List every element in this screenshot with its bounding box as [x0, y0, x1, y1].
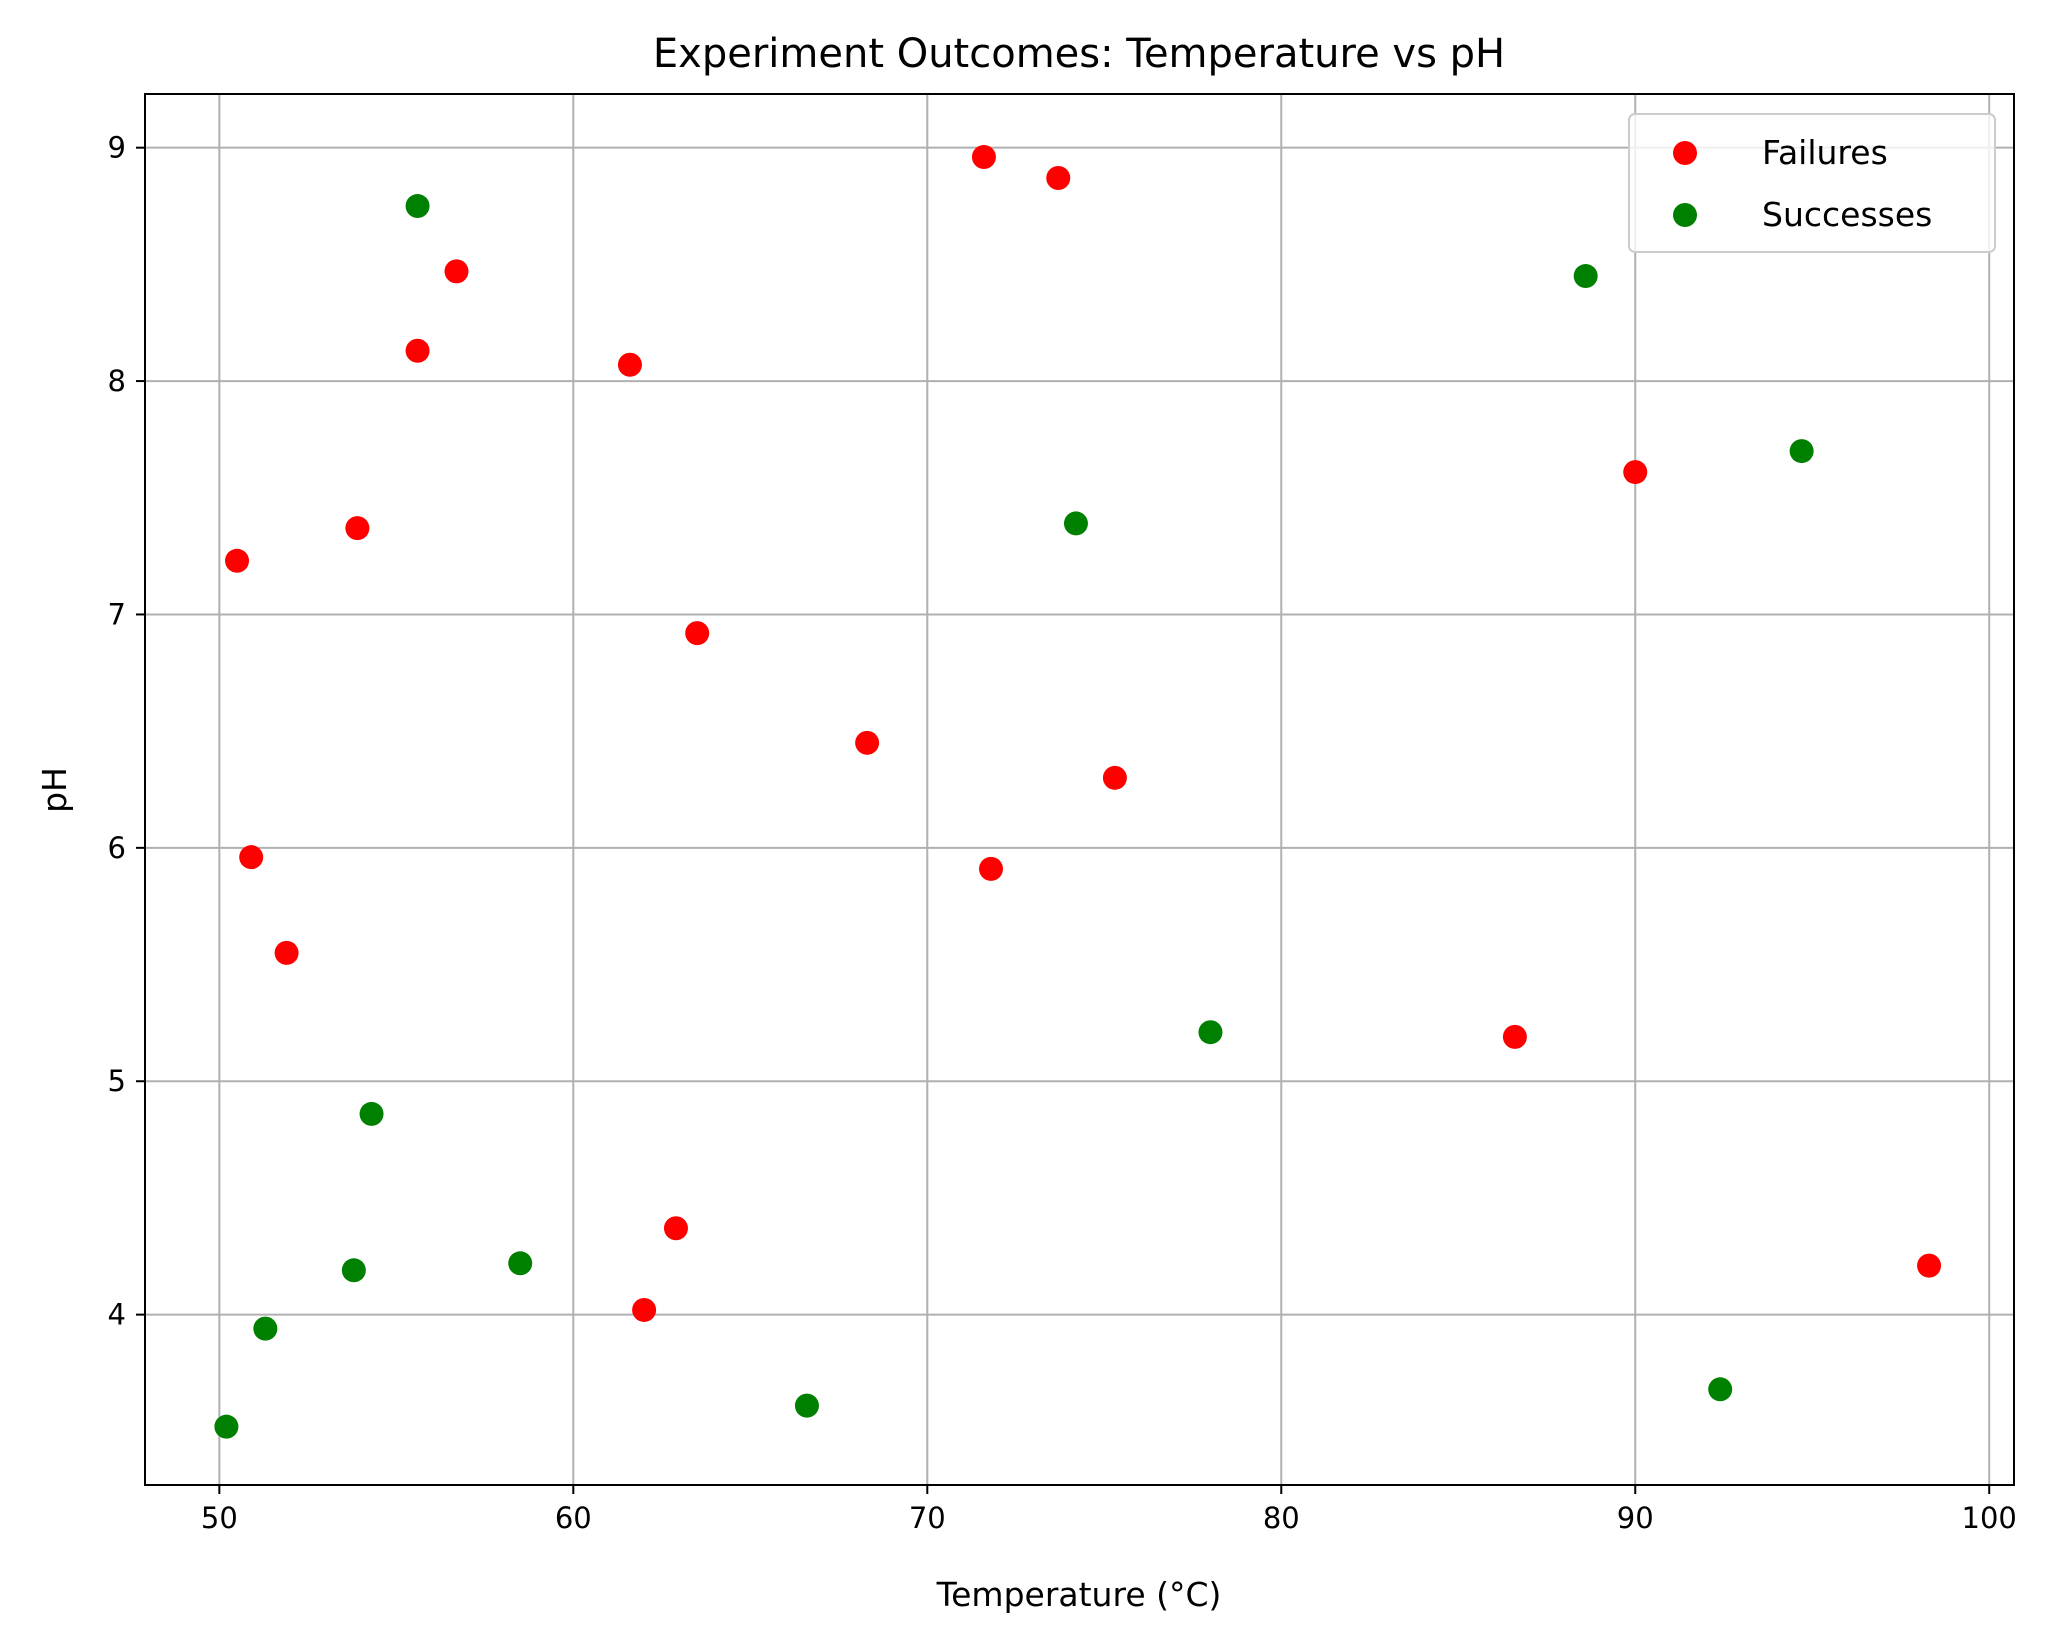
series-successes [214, 194, 1814, 1439]
x-tick-label: 70 [909, 1501, 946, 1535]
legend-label: Successes [1762, 195, 1932, 234]
legend-label: Failures [1762, 133, 1888, 172]
legend: Failures Successes [1628, 113, 1996, 253]
success-point [214, 1414, 239, 1439]
success-point [1789, 439, 1814, 464]
success-point [1708, 1377, 1733, 1402]
x-tick-label: 100 [1962, 1501, 2017, 1535]
y-tick-label: 6 [108, 831, 126, 865]
success-point [1198, 1020, 1223, 1045]
failure-point [239, 845, 264, 870]
axis-ticks: 50 60 70 80 90 100 4 5 6 7 8 9 [108, 131, 2017, 1535]
chart-title: Experiment Outcomes: Temperature vs pH [653, 31, 1505, 77]
legend-marker [1673, 141, 1697, 165]
failure-point [663, 1216, 688, 1241]
failure-point [685, 621, 710, 646]
failure-point [225, 548, 250, 573]
legend-marker [1673, 203, 1697, 227]
x-tick-label: 60 [555, 1501, 592, 1535]
success-point [253, 1316, 278, 1341]
success-point [405, 194, 430, 219]
x-tick-label: 80 [1263, 1501, 1300, 1535]
x-tick-label: 90 [1617, 1501, 1654, 1535]
failure-point [1102, 765, 1127, 790]
failure-point [274, 940, 299, 965]
y-tick-label: 4 [108, 1298, 126, 1332]
failure-point [979, 856, 1004, 881]
failure-point [855, 730, 880, 755]
legend-box [1628, 113, 1996, 253]
failure-point [1623, 460, 1648, 485]
data-points [214, 145, 1942, 1439]
failure-point [345, 516, 370, 541]
grid [145, 94, 2014, 1485]
series-failures [225, 145, 1942, 1322]
success-point [1573, 264, 1598, 289]
failure-point [444, 259, 469, 284]
failure-point [632, 1297, 657, 1322]
failure-point [1502, 1024, 1527, 1049]
success-point [1063, 511, 1088, 536]
success-point [341, 1258, 366, 1283]
y-tick-label: 8 [108, 364, 126, 398]
failure-point [1046, 166, 1071, 191]
failure-point [971, 145, 996, 170]
failure-point [1917, 1253, 1942, 1278]
x-tick-label: 50 [201, 1501, 238, 1535]
y-axis-label: pH [35, 767, 74, 813]
success-point [508, 1251, 533, 1276]
failure-point [617, 352, 642, 377]
y-tick-label: 5 [108, 1064, 126, 1098]
plot-frame [144, 93, 2015, 1486]
y-tick-label: 9 [108, 131, 126, 165]
failure-point [405, 338, 430, 363]
success-point [359, 1101, 384, 1126]
x-axis-label: Temperature (°C) [936, 1575, 1222, 1614]
y-tick-label: 7 [108, 597, 126, 631]
success-point [794, 1393, 819, 1418]
